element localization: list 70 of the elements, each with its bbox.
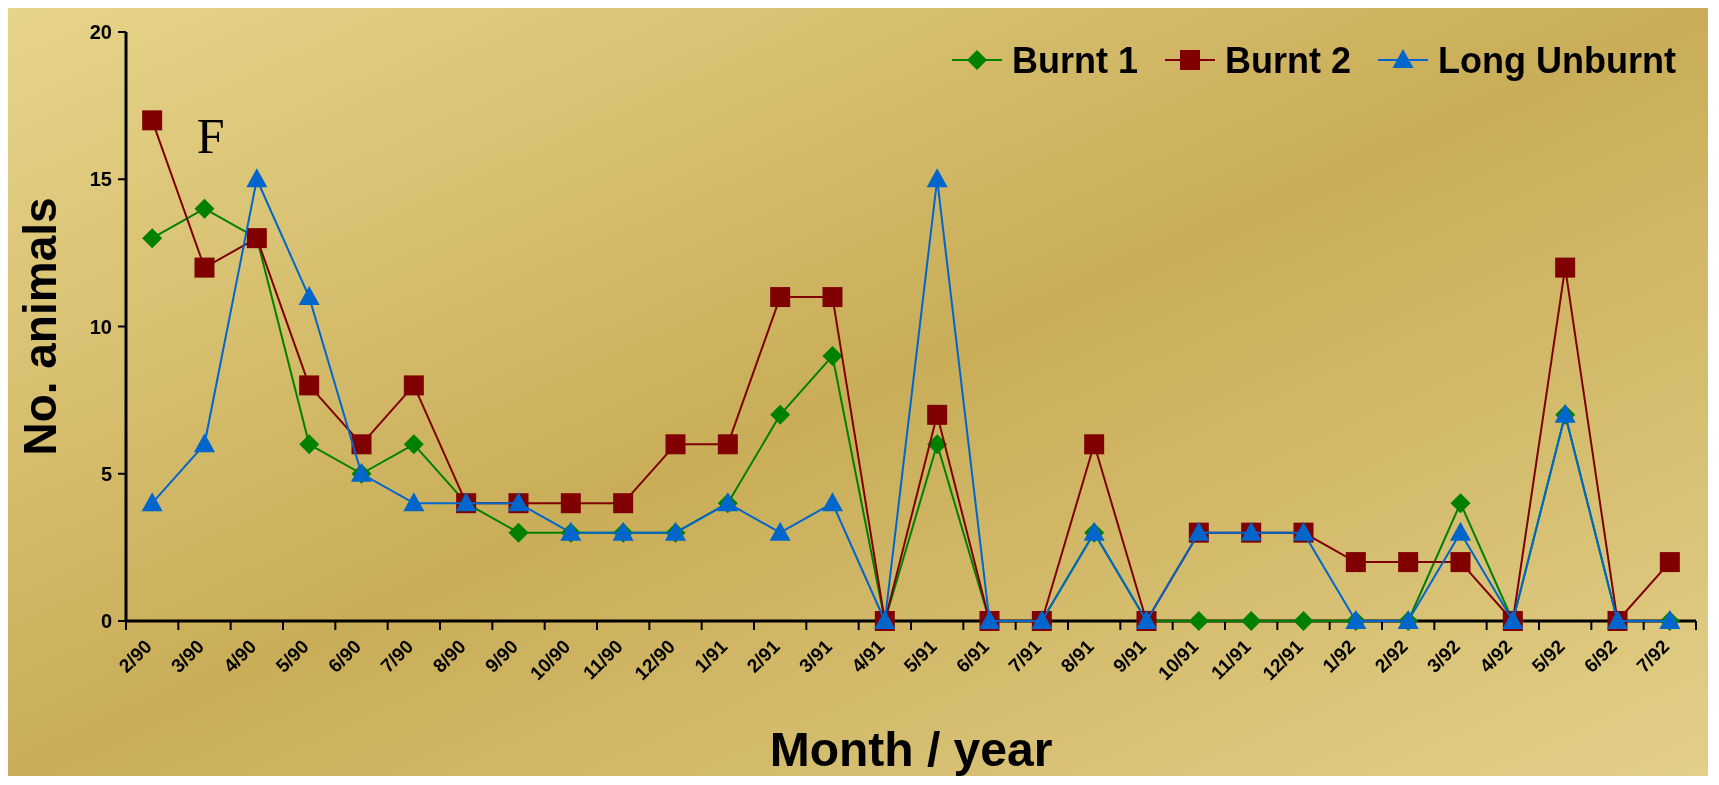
point — [1659, 552, 1680, 573]
y-axis-title: No. animals — [14, 197, 66, 456]
legend-label: Burnt 2 — [1225, 39, 1351, 81]
point — [560, 493, 581, 514]
x-tick-label: 4/90 — [219, 635, 261, 677]
x-tick-label: 8/91 — [1056, 635, 1098, 677]
y-tick-label: 0 — [100, 610, 112, 632]
point — [403, 492, 425, 512]
point — [351, 434, 372, 455]
point — [194, 257, 215, 278]
x-tick-label: 3/91 — [795, 635, 837, 677]
x-tick-label: 7/90 — [376, 635, 418, 677]
point — [141, 492, 163, 512]
y-tick-label: 5 — [100, 462, 112, 485]
x-tick-label: 3/90 — [167, 635, 209, 677]
y-tick-label: 10 — [89, 315, 112, 338]
point — [1293, 611, 1314, 631]
point — [769, 521, 791, 541]
point — [1450, 552, 1471, 573]
x-tick-label: 9/91 — [1109, 635, 1151, 677]
x-tick-label: 5/91 — [899, 635, 941, 677]
point — [403, 434, 424, 455]
x-tick-label: 5/92 — [1527, 635, 1569, 677]
point — [927, 404, 948, 425]
x-axis-title: Month / year — [769, 723, 1053, 776]
point — [665, 434, 686, 455]
point — [142, 228, 163, 249]
x-tick-label: 8/90 — [428, 635, 470, 677]
point — [403, 375, 424, 396]
x-tick-label: 7/91 — [1004, 635, 1046, 677]
point — [1555, 257, 1576, 278]
point — [246, 168, 268, 188]
point — [1241, 611, 1262, 631]
x-tick-label: 6/91 — [952, 635, 994, 677]
annotation: F — [196, 107, 225, 164]
point — [508, 522, 529, 543]
point — [822, 492, 843, 512]
x-tick-label: 4/91 — [847, 635, 889, 677]
x-tick-label: 9/90 — [481, 635, 523, 677]
point — [717, 434, 738, 455]
x-tick-label: 7/92 — [1632, 635, 1674, 677]
point — [299, 375, 320, 396]
point — [194, 433, 215, 453]
x-tick-label: 3/92 — [1423, 635, 1465, 677]
y-tick-label: 15 — [89, 168, 112, 191]
legend-label: Long Unburnt — [1438, 39, 1676, 81]
point — [770, 404, 791, 425]
point — [142, 110, 163, 131]
point — [1450, 521, 1471, 541]
point — [822, 287, 843, 308]
x-tick-label: 2/91 — [742, 635, 784, 677]
point — [822, 345, 843, 366]
point — [770, 287, 791, 308]
point — [1398, 552, 1419, 573]
point — [1188, 611, 1209, 631]
y-tick-label: 20 — [89, 21, 112, 43]
x-tick-label: 4/92 — [1475, 635, 1517, 677]
point — [1345, 552, 1366, 573]
point — [613, 493, 634, 514]
x-tick-label: 6/90 — [324, 635, 366, 677]
point — [194, 198, 215, 219]
point — [926, 168, 948, 188]
point — [1084, 434, 1105, 455]
point — [299, 434, 320, 455]
point — [1450, 493, 1471, 514]
x-tick-label: 6/92 — [1580, 635, 1622, 677]
point — [298, 286, 320, 306]
x-tick-label: 5/90 — [271, 635, 313, 677]
x-tick-label: 1/91 — [690, 635, 732, 677]
legend-label: Burnt 1 — [1012, 39, 1138, 81]
